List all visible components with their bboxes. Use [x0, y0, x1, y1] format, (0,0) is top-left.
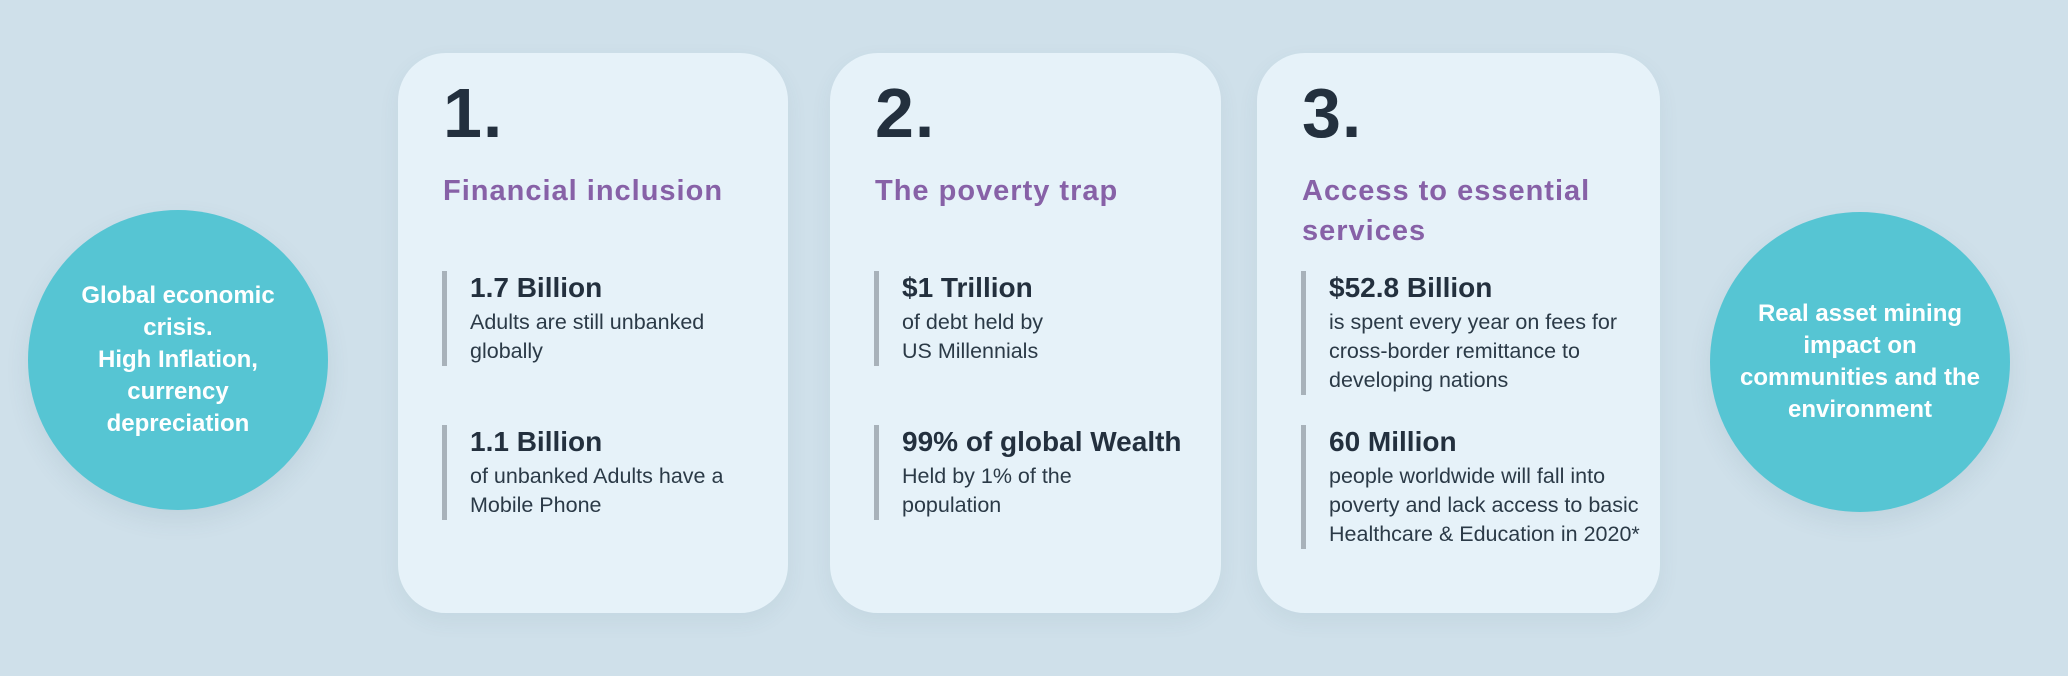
right-circle-text: Real asset mining impact on communities … — [1739, 300, 1981, 423]
stat-description: of debt held by US Millennials — [902, 310, 1044, 363]
stat-description: Held by 1% of the population — [902, 464, 1072, 517]
stat-value: 60 Million — [1329, 426, 1457, 457]
stat-value: 1.7 Billion — [470, 272, 603, 303]
card-financial-inclusion: 1. Financial inclusion 1.7 Billion Adult… — [398, 53, 788, 613]
card-poverty-trap: 2. The poverty trap $1 Trillion of debt … — [830, 53, 1221, 613]
stat-description: of unbanked Adults have a Mobile Phone — [470, 464, 724, 517]
stat-description: Adults are still unbanked globally — [470, 310, 705, 363]
stat-description: people worldwide will fall into poverty … — [1329, 464, 1640, 546]
stat-value: $1 Trillion — [902, 272, 1033, 303]
stat-block: 60 Million people worldwide will fall in… — [1301, 425, 1654, 549]
stat-block: 99% of global Wealth Held by 1% of the p… — [874, 425, 1215, 520]
card-title: Financial inclusion — [443, 175, 724, 207]
stat-value: $52.8 Billion — [1329, 272, 1493, 303]
card-access-essential-services: 3. Access to essential services $52.8 Bi… — [1257, 53, 1660, 613]
stat-block: $52.8 Billion is spent every year on fee… — [1301, 271, 1654, 395]
card-number: 2. — [875, 74, 936, 152]
stat-description: is spent every year on fees for cross-bo… — [1329, 310, 1618, 392]
left-circle-text: Global economic crisis. High Inflation, … — [81, 282, 275, 437]
card-title: The poverty trap — [875, 175, 1119, 207]
stat-block: 1.7 Billion Adults are still unbanked gl… — [442, 271, 782, 366]
card-number: 1. — [443, 74, 504, 152]
card-number: 3. — [1302, 74, 1363, 152]
stat-block: $1 Trillion of debt held by US Millennia… — [874, 271, 1215, 366]
stat-block: 1.1 Billion of unbanked Adults have a Mo… — [442, 425, 782, 520]
left-circle: Global economic crisis. High Inflation, … — [28, 210, 328, 510]
stat-value: 1.1 Billion — [470, 426, 603, 457]
stat-value: 99% of global Wealth — [902, 426, 1182, 457]
right-circle: Real asset mining impact on communities … — [1710, 212, 2010, 512]
card-title: Access to essential services — [1302, 175, 1591, 247]
